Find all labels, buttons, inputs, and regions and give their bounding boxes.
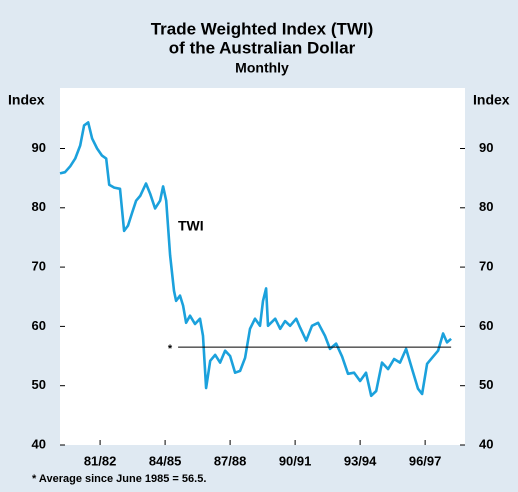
y2-tick-label: 60 <box>479 318 493 333</box>
y-tick-label: 70 <box>32 259 46 274</box>
y-tick-label: 90 <box>32 140 46 155</box>
y2-axis-label: Index <box>473 92 510 108</box>
y2-tick-label: 50 <box>479 377 493 392</box>
chart-title: Trade Weighted Index (TWI) <box>151 19 374 38</box>
average-marker: * <box>168 343 173 355</box>
x-tick-label: 84/85 <box>149 453 182 468</box>
y-tick-label: 80 <box>32 199 46 214</box>
plot-area <box>60 88 465 445</box>
y2-tick-label: 40 <box>479 436 493 451</box>
x-tick-label: 81/82 <box>84 453 117 468</box>
chart-title-line2: of the Australian Dollar <box>169 38 356 57</box>
data-line <box>59 121 452 398</box>
y2-tick-label: 90 <box>479 140 493 155</box>
y-axis-label: Index <box>8 92 45 108</box>
footnote: * Average since June 1985 = 56.5. <box>32 473 206 485</box>
y-tick-label: 50 <box>32 377 46 392</box>
x-tick-label: 96/97 <box>409 453 442 468</box>
x-tick-label: 87/88 <box>214 453 247 468</box>
series-label: TWI <box>178 218 204 234</box>
y-tick-label: 40 <box>32 436 46 451</box>
chart-subtitle: Monthly <box>235 60 289 76</box>
x-tick-label: 90/91 <box>279 453 312 468</box>
y2-tick-label: 70 <box>479 259 493 274</box>
x-tick-label: 93/94 <box>344 453 377 468</box>
y-tick-label: 60 <box>32 318 46 333</box>
y2-tick-label: 80 <box>479 199 493 214</box>
